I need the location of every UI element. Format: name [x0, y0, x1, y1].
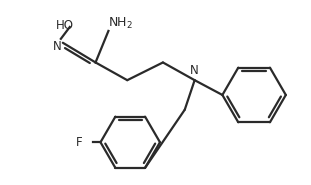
Text: N: N [53, 40, 61, 53]
Text: F: F [76, 136, 83, 149]
Text: NH$_2$: NH$_2$ [109, 16, 133, 31]
Text: N: N [190, 64, 199, 77]
Text: HO: HO [56, 19, 74, 32]
